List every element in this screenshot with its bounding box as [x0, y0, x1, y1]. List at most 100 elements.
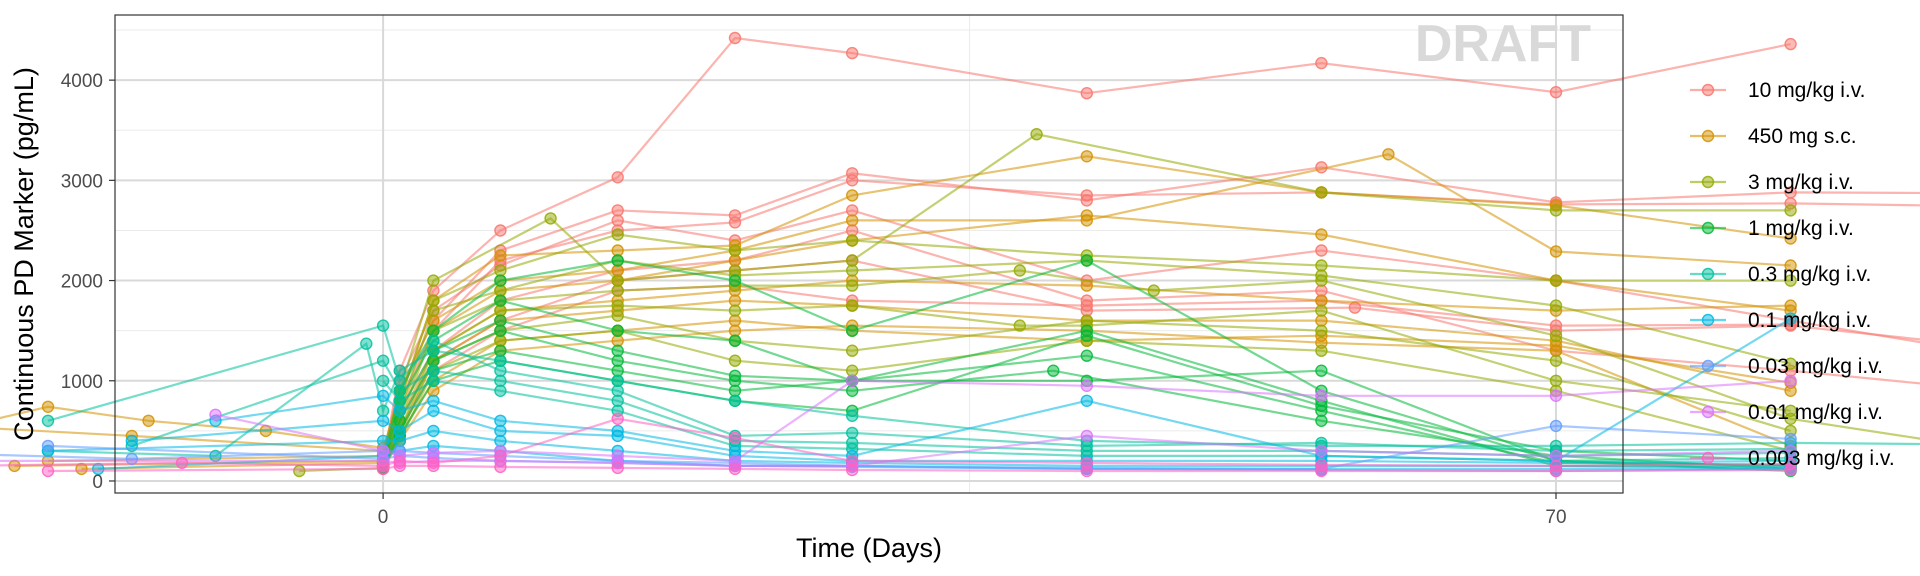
data-point	[1315, 389, 1328, 402]
data-point	[1784, 463, 1797, 477]
data-point	[728, 431, 742, 445]
data-point	[1315, 228, 1328, 241]
y-axis-ticks: 0 1000 2000 3000 4000	[61, 71, 115, 493]
data-point	[427, 364, 440, 377]
data-point	[393, 459, 406, 473]
data-point	[494, 384, 507, 397]
data-point	[427, 424, 440, 438]
data-point	[376, 319, 390, 332]
data-point	[494, 460, 507, 474]
series-8	[0, 412, 1797, 478]
data-point	[1549, 329, 1563, 342]
data-point	[728, 274, 742, 287]
data-point	[427, 334, 440, 347]
data-point	[728, 354, 742, 367]
data-point	[1784, 374, 1797, 387]
data-point	[494, 449, 507, 463]
data-point	[1080, 429, 1094, 443]
legend-key-point	[1701, 129, 1715, 143]
data-point	[494, 324, 507, 337]
data-point	[293, 464, 306, 478]
data-point	[1315, 414, 1328, 427]
legend-key-point	[1701, 359, 1715, 373]
data-point	[1080, 379, 1094, 392]
data-point	[1549, 204, 1563, 217]
data-point	[1549, 274, 1563, 287]
legend-item: 3 mg/kg i.v.	[1690, 171, 1854, 194]
legend-label: 3 mg/kg i.v.	[1748, 171, 1854, 194]
data-point	[376, 354, 390, 367]
data-point	[1549, 245, 1563, 258]
data-point	[846, 214, 859, 227]
data-point	[611, 284, 624, 297]
data-point	[1080, 150, 1094, 163]
x-axis-title: Time (Days)	[796, 533, 942, 563]
data-point	[1080, 189, 1094, 202]
legend-key-point	[1701, 451, 1715, 465]
data-point	[1784, 312, 1797, 325]
data-point	[1315, 444, 1328, 458]
data-point	[846, 279, 859, 292]
data-point	[1315, 344, 1328, 357]
data-point	[494, 364, 507, 377]
y-axis-title: Continuous PD Marker (pg/mL)	[9, 67, 39, 441]
data-point	[1549, 319, 1563, 332]
legend-item: 0.03 mg/kg i.v.	[1690, 355, 1883, 378]
legend-label: 0.01 mg/kg i.v.	[1748, 401, 1883, 424]
data-point	[1080, 254, 1094, 267]
data-point	[1784, 232, 1797, 245]
data-point	[1080, 314, 1094, 327]
data-point	[494, 264, 507, 277]
data-point	[728, 244, 742, 257]
data-point	[846, 364, 859, 377]
legend-label: 1 mg/kg i.v.	[1748, 217, 1854, 240]
data-point	[1315, 304, 1328, 317]
data-point	[846, 234, 859, 247]
series-line	[382, 304, 1791, 467]
legend-label: 0.3 mg/kg i.v.	[1748, 263, 1871, 286]
legend-item: 1 mg/kg i.v.	[1690, 217, 1854, 240]
data-point	[728, 31, 742, 45]
data-point	[41, 464, 55, 478]
data-point	[611, 214, 624, 227]
data-point	[494, 249, 507, 262]
data-point	[1080, 86, 1094, 100]
legend-item: 0.003 mg/kg i.v.	[1690, 447, 1895, 470]
data-point	[494, 294, 507, 307]
data-point	[611, 171, 624, 184]
data-point	[1315, 56, 1328, 70]
data-point	[175, 456, 189, 470]
data-point	[846, 299, 859, 312]
x-tick-label: 0	[378, 507, 389, 528]
data-point	[611, 228, 624, 241]
legend-label: 450 mg s.c.	[1748, 125, 1857, 148]
data-point	[728, 216, 742, 229]
data-point	[846, 189, 859, 202]
data-point	[1047, 364, 1060, 377]
data-point	[846, 46, 859, 60]
data-point	[494, 274, 507, 287]
data-point	[1147, 284, 1161, 297]
legend-item: 450 mg s.c.	[1690, 125, 1857, 148]
legend-key-point	[1701, 175, 1715, 189]
data-point	[1549, 464, 1563, 478]
data-point	[846, 174, 859, 187]
series-line	[47, 324, 1791, 453]
data-point	[1030, 127, 1043, 141]
y-tick-label: 4000	[61, 71, 103, 92]
data-point	[376, 462, 390, 476]
data-layer	[0, 31, 1920, 478]
watermark-text: DRAFT	[1415, 15, 1591, 73]
data-point	[1080, 349, 1094, 362]
data-point	[376, 389, 390, 402]
data-point	[41, 414, 55, 427]
data-point	[1080, 464, 1094, 478]
data-point	[611, 324, 624, 337]
data-point	[1080, 394, 1094, 407]
data-point	[427, 304, 440, 317]
y-tick-label: 2000	[61, 272, 103, 293]
legend: 10 mg/kg i.v. 450 mg s.c. 3 mg/kg i.v. 1 mg…	[1690, 79, 1895, 470]
legend-label: 0.03 mg/kg i.v.	[1748, 355, 1883, 378]
data-point	[728, 394, 742, 407]
